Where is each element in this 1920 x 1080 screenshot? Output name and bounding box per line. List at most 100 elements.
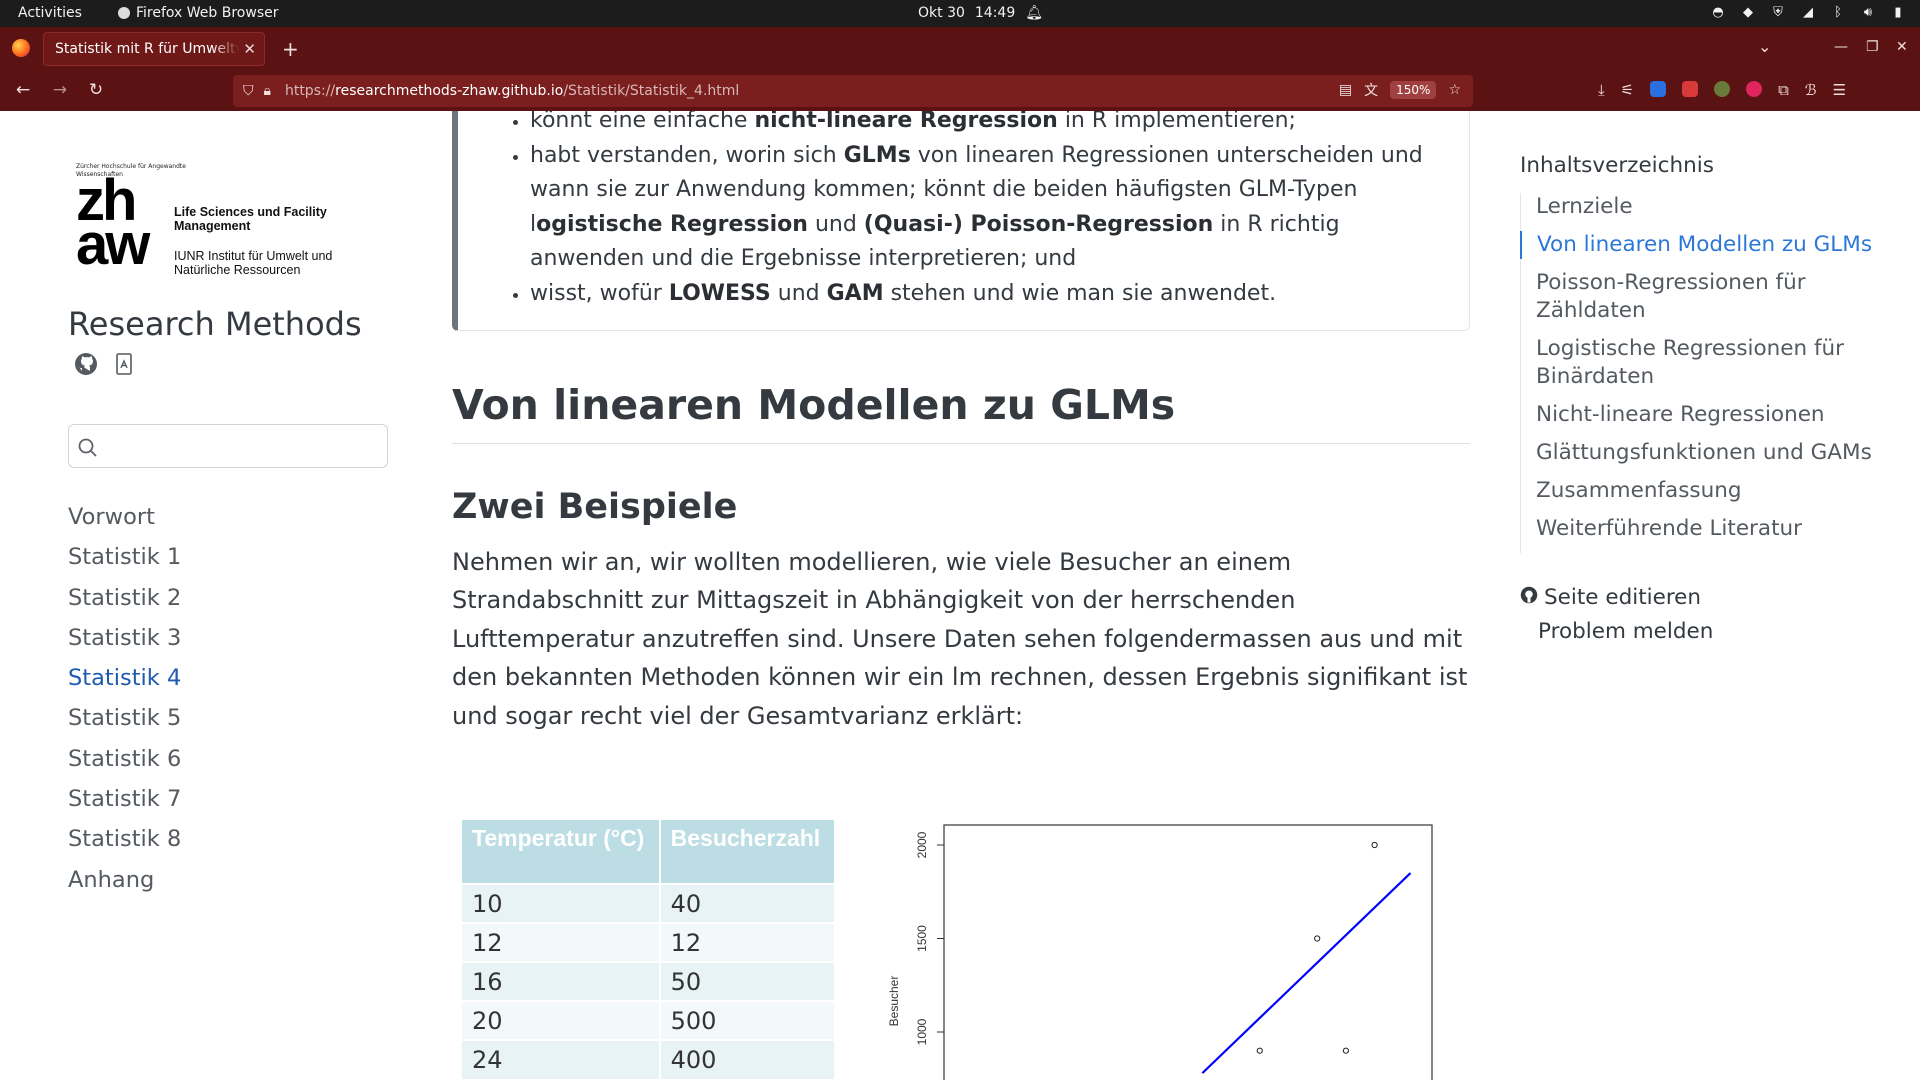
wifi-icon[interactable]: ◢ [1803, 4, 1813, 20]
back-icon[interactable]: ← [15, 80, 31, 100]
main-content: könnt eine einfache nicht-lineare Regres… [452, 111, 1470, 1080]
url-text[interactable]: https://researchmethods-zhaw.github.io/S… [284, 83, 740, 99]
ublock-icon[interactable] [1682, 81, 1699, 97]
sidebar-item-statistik-7[interactable]: Statistik 7 [68, 786, 182, 813]
zoom-level-button[interactable]: 150% [1390, 81, 1437, 99]
menu-icon[interactable]: ☰ [1832, 81, 1847, 99]
system-tray[interactable]: ◓ ◆ ⛨ ◢ ᛒ 🔊︎ ▮ [1710, 4, 1906, 20]
sidebar-item-statistik-3[interactable]: Statistik 3 [68, 624, 182, 651]
plot-frame [943, 824, 1433, 1080]
firefox-app-icon [118, 7, 130, 19]
table-cell: 40 [659, 883, 837, 923]
site-title[interactable]: Research Methods [68, 305, 362, 343]
extension-green-icon[interactable] [1714, 81, 1731, 97]
learning-goals-list: könnt eine einfache nicht-lineare Regres… [530, 111, 1460, 311]
bitwarden-icon[interactable] [1650, 81, 1667, 97]
translate-icon[interactable]: 文 [1364, 83, 1379, 99]
minimize-icon[interactable]: — [1834, 39, 1848, 55]
sidebar-item-statistik-8[interactable]: Statistik 8 [68, 826, 182, 853]
app-menu-label: Firefox Web Browser [136, 5, 279, 21]
sidebar-item-statistik-4[interactable]: Statistik 4 [68, 665, 182, 692]
toc-item[interactable]: Weiterführende Literatur [1536, 516, 1802, 541]
table-cell: 20 [462, 1000, 661, 1040]
toc-title: Inhaltsverzeichnis [1520, 153, 1714, 178]
section-heading: Von linearen Modellen zu GLMs [452, 381, 1470, 444]
sidebar-nav: Vorwort Statistik 1 Statistik 2 Statistik 3… [68, 497, 181, 900]
extension-icon[interactable]: ⚟ [1620, 81, 1635, 99]
toc-item[interactable]: Glättungsfunktionen und GAMs [1536, 440, 1872, 465]
new-tab-icon[interactable]: + [282, 37, 299, 61]
bluetooth-icon[interactable]: ᛒ [1834, 4, 1842, 20]
logo-institute: IUNR Institut für Umwelt und Natürliche … [174, 249, 333, 277]
toc-item[interactable]: Von linearen Modellen zu GLMs [1520, 231, 1900, 259]
puzzle-icon[interactable]: ⧉ [1778, 81, 1789, 99]
volume-icon[interactable]: 🔊︎ [1863, 4, 1873, 20]
system-top-bar: Activities Firefox Web Browser Okt 30 14… [0, 0, 1920, 27]
table-cell: 500 [659, 1000, 837, 1040]
extension-b-icon[interactable]: ℬ [1804, 81, 1817, 99]
browser-tab-active[interactable]: Statistik mit R für Umweltwissenschaften… [43, 32, 265, 66]
table-row: 24 400 [462, 1039, 837, 1079]
toc-item[interactable]: Logistische Regressionen für Binärdaten [1536, 336, 1845, 389]
restore-icon[interactable]: ❐ [1866, 39, 1879, 55]
shield-icon[interactable]: ⛨ [1773, 4, 1783, 20]
tab-title: Statistik mit R für Umweltwissenschaften [55, 41, 240, 57]
table-row: 16 50 [462, 961, 837, 1001]
report-issue-label: Problem melden [1538, 619, 1714, 644]
forward-icon[interactable]: → [52, 80, 68, 100]
intro-paragraph: Nehmen wir an, wir wollten modellieren, … [452, 548, 1468, 730]
download-icon[interactable]: ⤓ [1598, 81, 1605, 99]
data-point [1342, 1047, 1349, 1054]
sidebar-item-vorwort[interactable]: Vorwort [68, 504, 155, 530]
y-tick-label: 1000 [915, 1018, 929, 1045]
close-window-icon[interactable]: ✕ [1896, 39, 1908, 55]
reader-view-icon[interactable]: ▤ [1338, 82, 1353, 98]
edit-page-link[interactable]: Seite editieren [1520, 581, 1713, 615]
network-icon[interactable]: ◓ [1712, 4, 1724, 20]
search-box[interactable] [68, 424, 388, 468]
sidebar-item-anhang[interactable]: Anhang [68, 866, 155, 893]
table-row: 12 12 [462, 922, 837, 962]
table-cell: 50 [659, 961, 837, 1001]
extension-pink-icon[interactable] [1746, 81, 1763, 97]
toolbar-extensions: ⤓ ⚟ ⧉ ℬ ☰ [1598, 81, 1846, 99]
list-item: könnt eine einfache nicht-lineare Regres… [530, 111, 1460, 139]
learning-goals-callout: könnt eine einfache nicht-lineare Regres… [452, 111, 1470, 331]
toc-item[interactable]: Lernziele [1536, 194, 1633, 219]
table-cell: 12 [659, 922, 837, 962]
site-tools [74, 352, 136, 376]
close-tab-icon[interactable]: ✕ [243, 40, 256, 58]
bookmark-star-icon[interactable]: ☆ [1448, 82, 1461, 98]
firefox-view-icon[interactable] [12, 39, 30, 57]
toc-item[interactable]: Zusammenfassung [1536, 478, 1742, 503]
sidebar-item-statistik-5[interactable]: Statistik 5 [68, 705, 182, 732]
search-input[interactable] [109, 433, 379, 459]
report-issue-link[interactable]: Problem melden [1520, 615, 1713, 649]
url-bar[interactable]: ⛉ 🔒︎ https://researchmethods-zhaw.github… [233, 75, 1473, 107]
lock-icon[interactable]: 🔒︎ [263, 83, 271, 99]
toc-list: Lernziele Von linearen Modellen zu GLMs Po… [1520, 193, 1900, 553]
reload-icon[interactable]: ↻ [88, 80, 104, 100]
clock[interactable]: Okt 30 14:49 🔔︎ [918, 5, 1043, 21]
github-icon[interactable] [74, 352, 98, 376]
y-tick-label: 1500 [915, 925, 929, 952]
table-header-cell: Temperatur (°C) [462, 820, 661, 884]
y-tick-label: 2000 [915, 831, 929, 858]
table-cell: 16 [462, 961, 661, 1001]
app-menu[interactable]: Firefox Web Browser [118, 5, 279, 21]
battery-icon[interactable]: ▮ [1894, 4, 1902, 20]
table-row: 10 40 [462, 883, 837, 923]
pdf-icon[interactable] [112, 352, 136, 376]
data-table: Temperatur (°C) Besucherzahl 10 40 12 12 16 50… [462, 820, 837, 1079]
table-cell: 24 [462, 1039, 661, 1079]
sidebar-item-statistik-1[interactable]: Statistik 1 [68, 544, 182, 571]
toc-item[interactable]: Poisson-Regressionen für Zähldaten [1536, 270, 1806, 323]
toc-item[interactable]: Nicht-lineare Regressionen [1536, 402, 1825, 427]
zhaw-logo[interactable]: Zürcher Hochschule für Angewandte Wissen… [76, 163, 376, 281]
sidebar-item-statistik-2[interactable]: Statistik 2 [68, 584, 182, 611]
extension-icon[interactable]: ◆ [1743, 4, 1753, 20]
activities-button[interactable]: Activities [18, 5, 82, 21]
sidebar-item-statistik-6[interactable]: Statistik 6 [68, 745, 182, 772]
chevron-down-icon[interactable]: ⌄ [1758, 37, 1772, 56]
tracking-shield-icon[interactable]: ⛉ [243, 83, 254, 99]
